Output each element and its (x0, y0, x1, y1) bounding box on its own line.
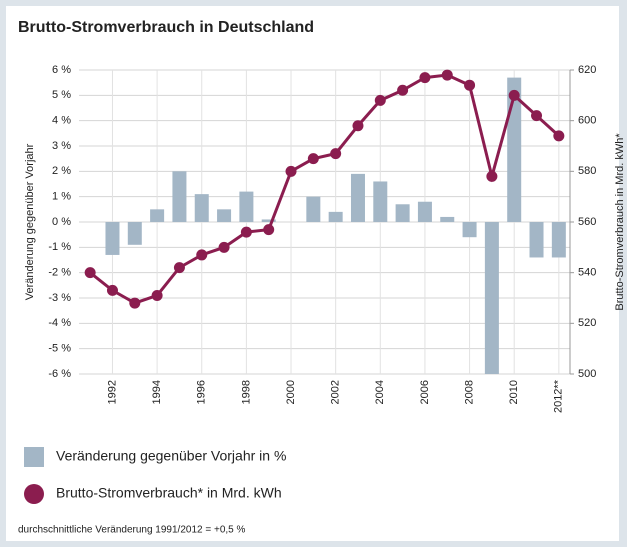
point (352, 120, 364, 132)
bar (462, 222, 477, 238)
point (531, 110, 543, 122)
point (464, 79, 476, 91)
bar (105, 222, 120, 255)
point (553, 130, 565, 142)
bar (306, 196, 321, 222)
x-tick-label: 1998 (240, 380, 252, 404)
x-tick-label: 2012** (553, 379, 565, 413)
point (263, 224, 275, 236)
point (307, 153, 319, 165)
y2-tick-label: 560 (578, 216, 596, 228)
y2-tick-label: 620 (578, 64, 596, 76)
point (218, 241, 230, 253)
footnote: durchschnittliche Veränderung 1991/2012 … (18, 525, 245, 536)
y2-axis-label: Brutto-Stromverbrauch in Mrd. kWh* (614, 133, 626, 311)
bar (261, 219, 276, 222)
bar (395, 204, 410, 222)
bar (194, 194, 209, 222)
bar (150, 209, 165, 222)
x-tick-label: 2010 (508, 380, 520, 404)
point (374, 94, 386, 106)
bar (350, 173, 365, 222)
bar (217, 209, 232, 222)
y-tick-label: -2 % (48, 267, 71, 279)
point (173, 262, 185, 274)
point (486, 170, 498, 182)
bar (127, 222, 142, 245)
y-tick-label: -4 % (48, 317, 71, 329)
y2-tick-label: 500 (578, 368, 596, 380)
bar (239, 191, 254, 222)
y-tick-label: -5 % (48, 343, 71, 355)
point (129, 297, 141, 309)
point (419, 72, 431, 84)
point (441, 69, 453, 81)
y-tick-label: -6 % (48, 368, 71, 380)
y-axis-label: Veränderung gegenüber Vorjahr (24, 143, 36, 300)
y-tick-label: 0 % (52, 216, 71, 228)
bar (484, 222, 499, 374)
point (285, 165, 297, 177)
y-tick-label: 5 % (52, 89, 71, 101)
x-tick-label: 2006 (419, 380, 431, 404)
bar (328, 211, 343, 222)
bar (373, 181, 388, 222)
bar (417, 201, 432, 222)
y-tick-label: 1 % (52, 191, 71, 203)
point (397, 84, 409, 96)
x-tick-label: 1992 (106, 380, 118, 404)
x-tick-label: 1994 (151, 380, 163, 404)
point (508, 89, 520, 101)
legend-label: Brutto-Stromverbrauch* in Mrd. kWh (56, 485, 282, 501)
bar (507, 77, 522, 222)
point (151, 289, 163, 301)
y2-tick-label: 520 (578, 317, 596, 329)
bar (551, 222, 566, 258)
y-tick-label: 6 % (52, 64, 71, 76)
point (240, 226, 252, 238)
x-tick-label: 2002 (330, 380, 342, 404)
point (84, 267, 96, 279)
y2-tick-label: 580 (578, 165, 596, 177)
bar (529, 222, 544, 258)
y-tick-label: 4 % (52, 115, 71, 127)
legend-swatch (24, 484, 44, 504)
bar (440, 216, 455, 222)
x-tick-label: 2008 (463, 380, 475, 404)
x-tick-label: 2004 (374, 380, 386, 404)
bar (172, 171, 187, 222)
y2-tick-label: 540 (578, 267, 596, 279)
point (196, 249, 208, 261)
line (89, 73, 560, 305)
point (106, 284, 118, 296)
y-tick-label: -1 % (48, 241, 71, 253)
point (330, 148, 342, 160)
y-tick-label: -3 % (48, 292, 71, 304)
legend-swatch (24, 447, 44, 467)
chart-title: Brutto-Stromverbrauch in Deutschland (18, 19, 314, 36)
y2-tick-label: 600 (578, 115, 596, 127)
x-tick-label: 1996 (196, 380, 208, 404)
legend-label: Veränderung gegenüber Vorjahr in % (56, 448, 286, 464)
y-tick-label: 2 % (52, 165, 71, 177)
y-tick-label: 3 % (52, 140, 71, 152)
x-tick-label: 2000 (285, 380, 297, 404)
